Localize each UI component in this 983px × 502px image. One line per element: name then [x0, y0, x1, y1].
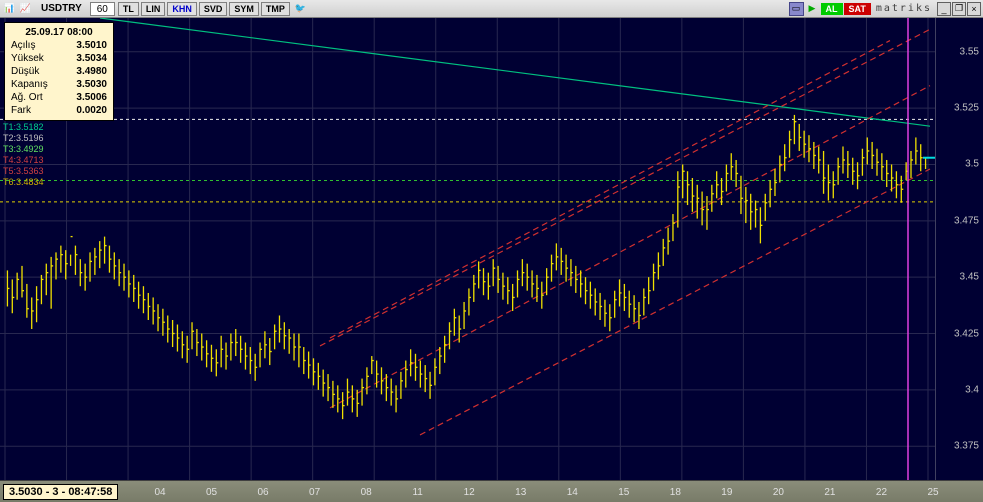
trend-label: T3:3.4929 [3, 144, 44, 155]
ohlc-info-box: 25.09.17 08:00 Açılış3.5010Yüksek3.5034D… [4, 22, 114, 121]
close-button[interactable]: × [967, 2, 981, 16]
trend-labels: T1:3.5182T2:3.5196T3:3.4929T4:3.4713T5:3… [3, 122, 44, 188]
trend-label: T1:3.5182 [3, 122, 44, 133]
x-date: 25 [927, 487, 938, 498]
titlebar: 📊 📈 USDTRY 60 TLLINKHNSVDSYMTMP 🐦 ▭ ▶ AL… [0, 0, 983, 18]
toolbar-btn-svd[interactable]: SVD [199, 2, 228, 16]
status-value: 3.5030 - 3 - 08:47:58 [3, 484, 118, 500]
y-tick: 3.5 [965, 159, 979, 170]
titlebar-icons: 📊 📈 [0, 0, 35, 17]
titlebar-right: ▭ ▶ AL SAT matriks _ ❐ × [789, 2, 983, 16]
ohlc-row: Fark0.0020 [11, 104, 107, 117]
trend-label: T4:3.4713 [3, 155, 44, 166]
x-date: 12 [464, 487, 475, 498]
ohlc-row: Ağ. Ort3.5006 [11, 91, 107, 104]
x-date: 06 [258, 487, 269, 498]
statusbar: 3.5030 - 3 - 08:47:58 04 05 06 07 08 11 12 13 14… [0, 480, 983, 502]
y-tick: 3.375 [954, 441, 979, 452]
al-button[interactable]: AL [821, 3, 843, 15]
trend-label: T6:3.4834 [3, 177, 44, 188]
x-date: 13 [515, 487, 526, 498]
toolbar-btn-khn[interactable]: KHN [167, 2, 197, 16]
ohlc-row: Kapanış3.5030 [11, 78, 107, 91]
x-date: 18 [670, 487, 681, 498]
symbol-label: USDTRY [35, 3, 88, 14]
y-tick: 3.45 [960, 272, 979, 283]
arrow-icon[interactable]: ▶ [805, 2, 820, 16]
window-icon[interactable]: ▭ [789, 2, 804, 16]
trend-label: T2:3.5196 [3, 133, 44, 144]
toolbar-btn-tl[interactable]: TL [118, 2, 139, 16]
y-tick: 3.4 [965, 384, 979, 395]
y-axis: 3.375 3.4 3.425 3.45 3.475 3.5 3.525 3.55 [935, 18, 983, 480]
x-axis-dates: 04050607081112131415181920212225 [160, 481, 933, 502]
x-date: 19 [721, 487, 732, 498]
y-tick: 3.475 [954, 215, 979, 226]
y-tick: 3.425 [954, 328, 979, 339]
trend-label: T5:3.5363 [3, 166, 44, 177]
x-date: 07 [309, 487, 320, 498]
x-date: 14 [567, 487, 578, 498]
ohlc-row: Açılış3.5010 [11, 39, 107, 52]
chart-area[interactable]: 3.5 25.09.17 08:00 Açılış3.5010Yüksek3.5… [0, 18, 983, 480]
x-date: 05 [206, 487, 217, 498]
price-chart[interactable]: 3.5 [0, 18, 983, 480]
brand-label: matriks [872, 3, 936, 14]
x-date: 04 [154, 487, 165, 498]
restore-button[interactable]: ❐ [952, 2, 966, 16]
ohlc-datetime: 25.09.17 08:00 [11, 26, 107, 39]
chart-icon: 📈 [18, 2, 33, 16]
x-date: 22 [876, 487, 887, 498]
x-date: 11 [412, 487, 422, 498]
twitter-icon[interactable]: 🐦 [293, 2, 308, 16]
toolbar-btn-lin[interactable]: LIN [141, 2, 166, 16]
toolbar-btn-tmp[interactable]: TMP [261, 2, 290, 16]
ohlc-row: Düşük3.4980 [11, 65, 107, 78]
sat-button[interactable]: SAT [844, 3, 871, 15]
ohlc-row: Yüksek3.5034 [11, 52, 107, 65]
y-tick: 3.525 [954, 103, 979, 114]
x-date: 15 [618, 487, 629, 498]
minimize-button[interactable]: _ [937, 2, 951, 16]
y-tick: 3.55 [960, 46, 979, 57]
x-date: 08 [361, 487, 372, 498]
x-date: 20 [773, 487, 784, 498]
x-date: 21 [824, 487, 835, 498]
app-icon: 📊 [2, 2, 17, 16]
timeframe-box[interactable]: 60 [90, 2, 115, 16]
toolbar-btn-sym[interactable]: SYM [229, 2, 259, 16]
